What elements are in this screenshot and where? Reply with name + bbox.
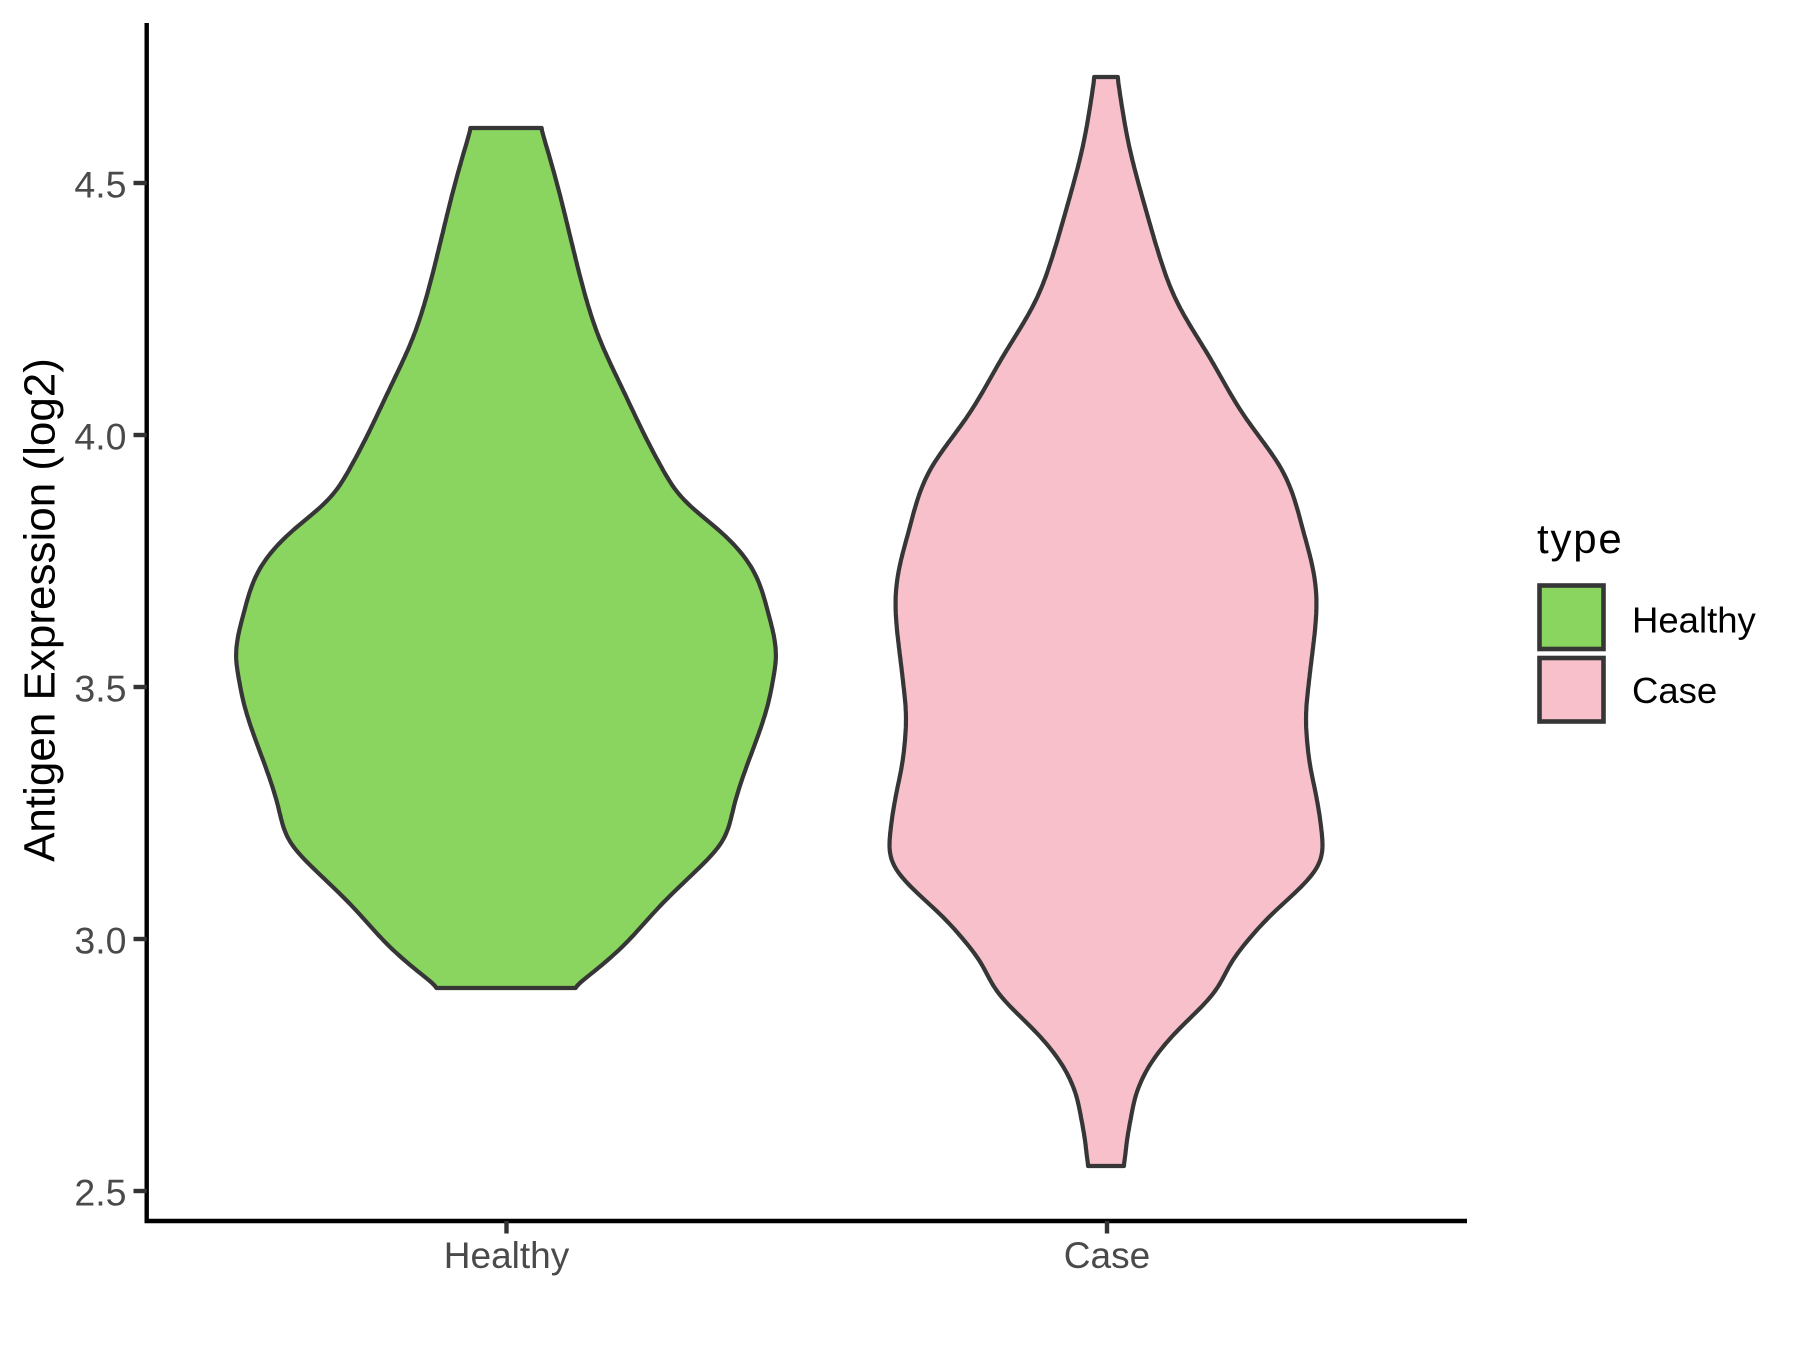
svg-text:Antigen Expression (log2): Antigen Expression (log2) xyxy=(15,358,64,862)
svg-text:3.5: 3.5 xyxy=(74,668,126,710)
svg-text:Case: Case xyxy=(1632,670,1717,711)
svg-text:2.5: 2.5 xyxy=(74,1172,126,1214)
svg-text:Case: Case xyxy=(1064,1235,1150,1276)
svg-text:Healthy: Healthy xyxy=(1632,600,1757,641)
svg-text:4.0: 4.0 xyxy=(74,416,126,458)
svg-text:type: type xyxy=(1537,515,1624,562)
svg-text:3.0: 3.0 xyxy=(74,920,126,962)
svg-text:4.5: 4.5 xyxy=(74,164,126,206)
svg-text:Healthy: Healthy xyxy=(444,1235,570,1276)
